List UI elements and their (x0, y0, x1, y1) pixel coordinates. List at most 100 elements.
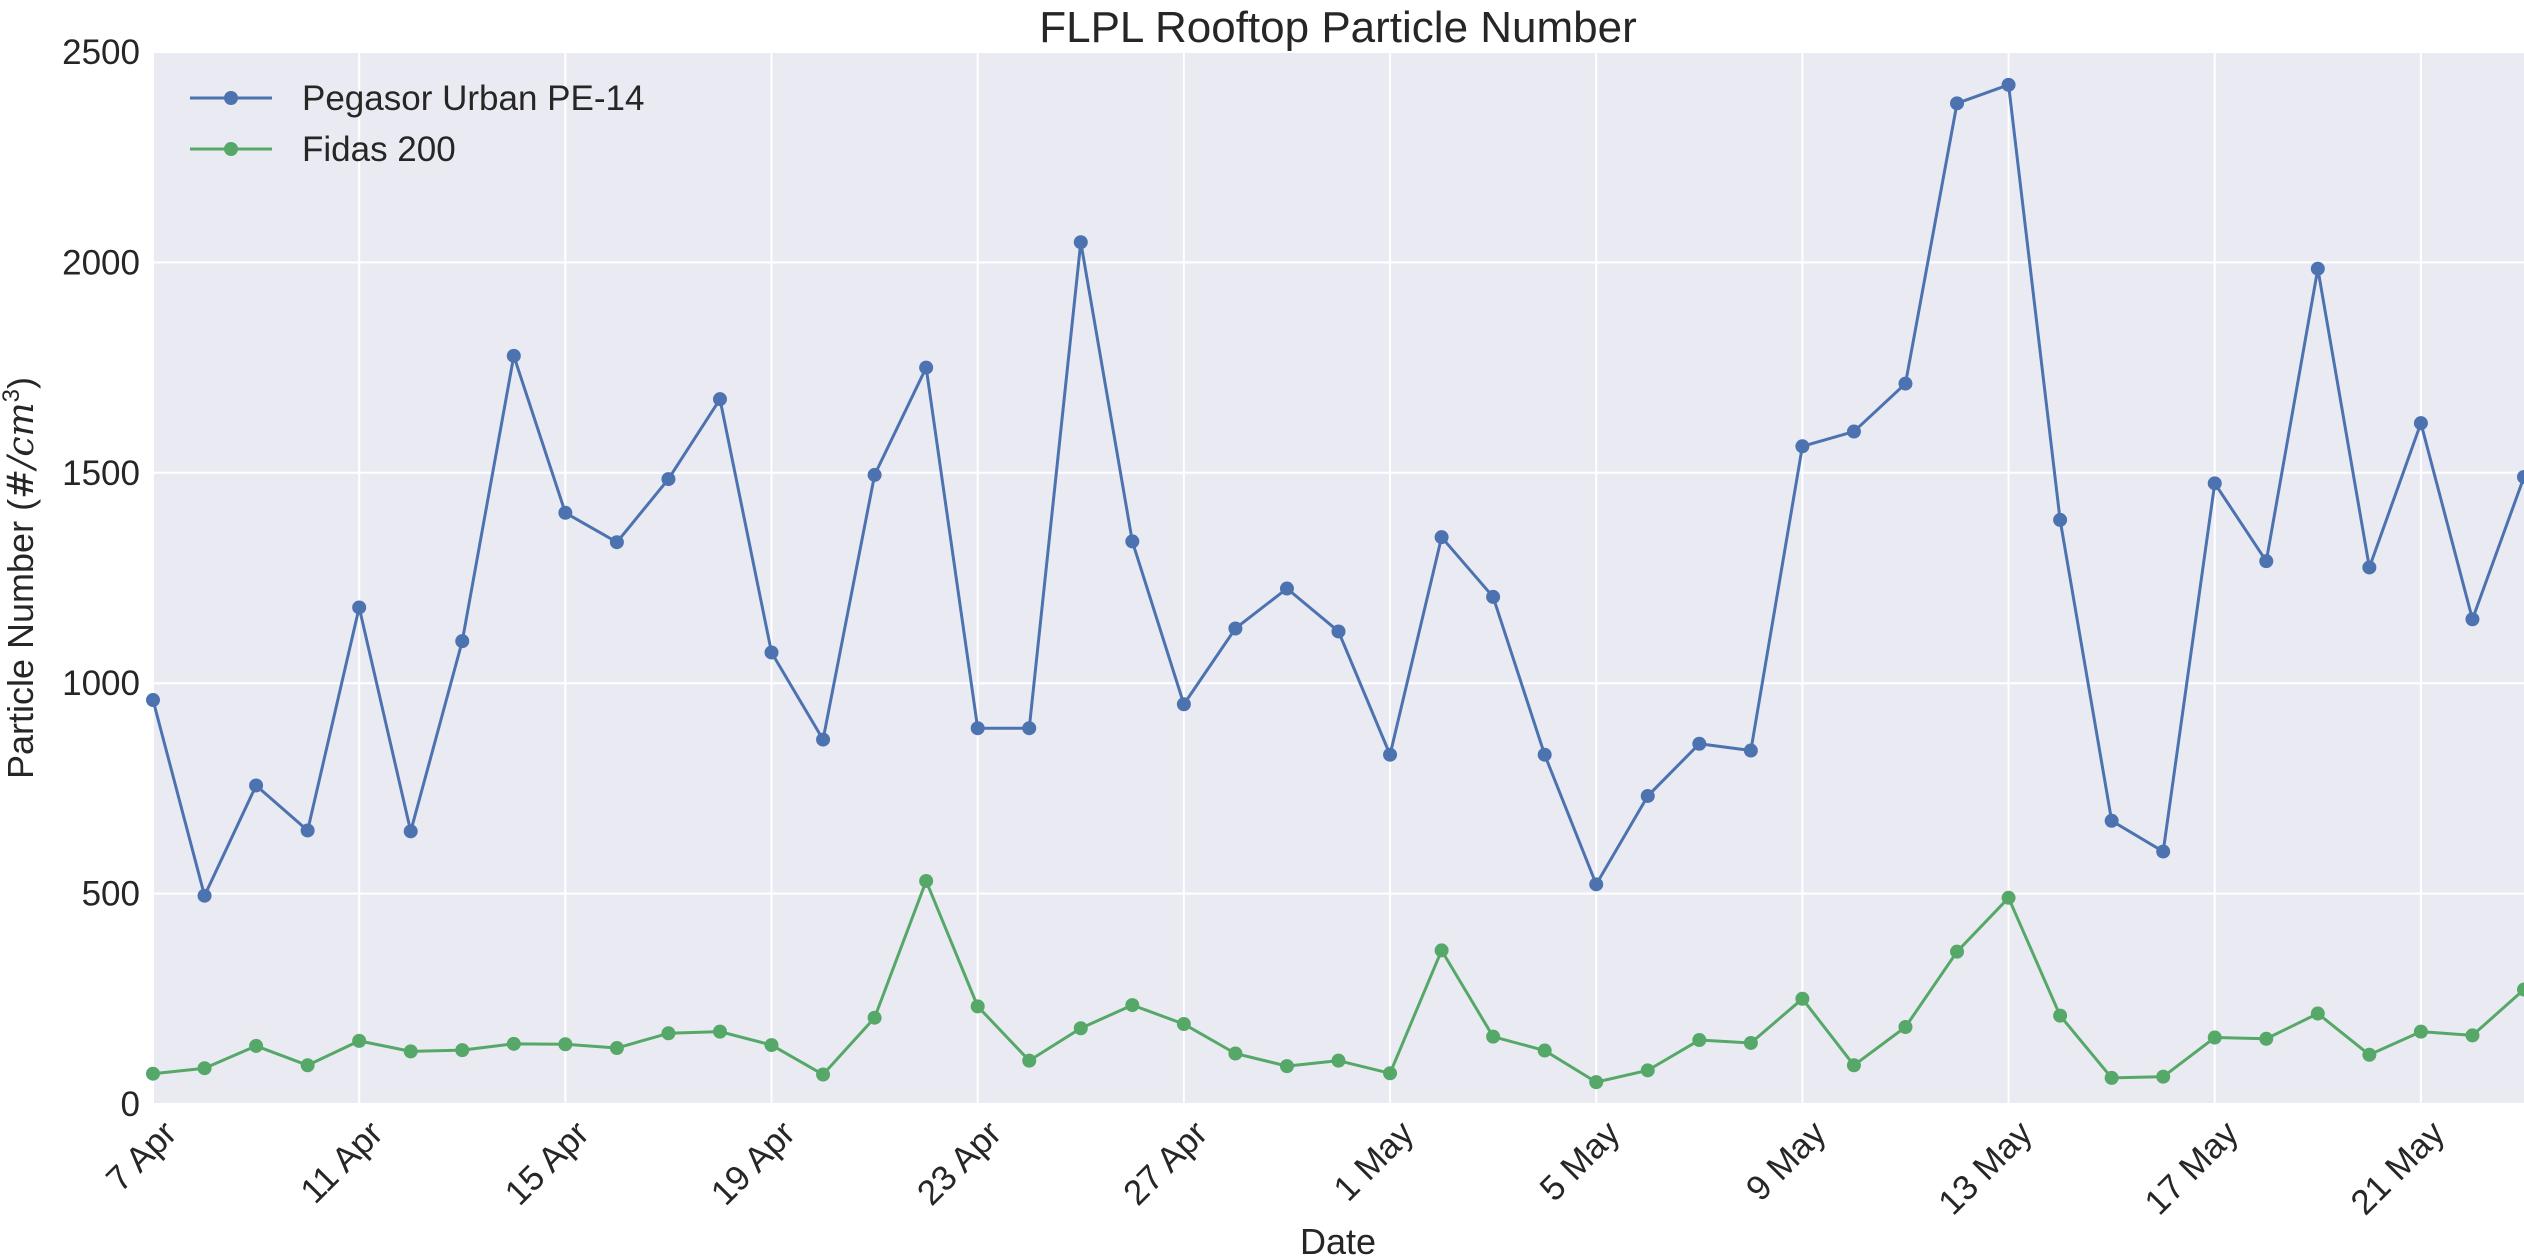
data-point (1228, 621, 1243, 636)
data-point (1846, 424, 1861, 439)
data-point (1228, 1046, 1243, 1061)
data-point (1331, 1053, 1346, 1068)
y-axis-label: Particle Number (#/cm3) (0, 377, 42, 779)
x-tick-label: 17 May (2137, 1113, 2246, 1222)
x-tick-label: 21 May (2343, 1113, 2452, 1222)
data-point (1743, 743, 1758, 758)
data-point (2362, 560, 2377, 575)
data-point (403, 1044, 418, 1059)
x-tick-label: 23 Apr (910, 1113, 1009, 1212)
data-point (2259, 1031, 2274, 1046)
data-point (970, 721, 985, 736)
y-tick-labels: 0 500 1000 1500 2000 2500 (62, 33, 140, 1124)
legend-entry-label: Fidas 200 (302, 130, 456, 169)
data-point (1022, 721, 1037, 736)
data-point (1537, 1043, 1552, 1058)
x-tick-label: 1 May (1326, 1113, 1421, 1208)
legend: Pegasor Urban PE-14 Fidas 200 (190, 79, 644, 169)
data-point (1022, 1053, 1037, 1068)
data-point (2413, 416, 2428, 431)
data-point (2310, 261, 2325, 276)
data-point (2053, 512, 2068, 527)
data-point (506, 1036, 521, 1051)
data-point (558, 1037, 573, 1052)
data-point (2259, 554, 2274, 569)
data-point (1640, 1063, 1655, 1078)
data-point (300, 1058, 315, 1073)
data-point (2104, 1070, 2119, 1085)
legend-swatch-marker (224, 91, 238, 105)
y-tick-label: 2000 (62, 243, 140, 282)
data-point (1434, 530, 1449, 545)
data-point (1125, 998, 1140, 1013)
data-point (352, 600, 367, 615)
data-point (2156, 1069, 2171, 1084)
x-tick-label: 27 Apr (1116, 1113, 1215, 1212)
data-point (2465, 1028, 2480, 1043)
data-point (2465, 612, 2480, 627)
data-point (816, 1067, 831, 1082)
data-point (1331, 624, 1346, 639)
grid-lines (152, 51, 2524, 1105)
data-point (455, 634, 470, 649)
data-point (712, 1024, 727, 1039)
series-layer (146, 77, 2524, 1090)
data-point (506, 348, 521, 363)
data-point (1640, 788, 1655, 803)
data-point (2517, 982, 2524, 997)
data-point (1486, 589, 1501, 604)
data-point (2104, 813, 2119, 828)
data-point (197, 888, 212, 903)
data-point (2156, 844, 2171, 859)
data-point (661, 472, 676, 487)
plot-background (153, 52, 2524, 1104)
data-point (403, 824, 418, 839)
data-point (970, 999, 985, 1014)
y-axis-label-close: ) (0, 377, 41, 389)
data-point (867, 1010, 882, 1025)
data-point (1537, 747, 1552, 762)
data-point (2207, 1030, 2222, 1045)
data-point (1795, 439, 1810, 454)
data-point (2413, 1024, 2428, 1039)
data-point (2001, 890, 2016, 905)
data-point (1486, 1029, 1501, 1044)
data-point (249, 1038, 264, 1053)
data-point (1073, 235, 1088, 250)
data-point (1279, 581, 1294, 596)
chart-title: FLPL Rooftop Particle Number (1039, 3, 1637, 52)
data-point (2517, 470, 2524, 485)
y-tick-label: 1500 (62, 454, 140, 493)
x-tick-label: 19 Apr (704, 1113, 803, 1212)
data-point (352, 1033, 367, 1048)
data-point (816, 732, 831, 747)
data-point (1795, 991, 1810, 1006)
data-point (2001, 77, 2016, 92)
data-point (1383, 747, 1398, 762)
data-point (455, 1043, 470, 1058)
series-1 (146, 873, 2524, 1090)
series-0 (146, 77, 2524, 903)
data-point (661, 1026, 676, 1041)
data-point (1434, 943, 1449, 958)
x-tick-label: 13 May (1931, 1113, 2040, 1222)
data-point (146, 1066, 160, 1081)
data-point (2310, 1006, 2325, 1021)
data-point (1125, 534, 1140, 549)
x-tick-label: 9 May (1739, 1113, 1834, 1208)
data-point (558, 505, 573, 520)
data-point (609, 535, 624, 550)
data-point (1950, 96, 1965, 111)
y-tick-label: 500 (82, 875, 140, 914)
legend-swatch-marker (224, 142, 238, 156)
data-point (1692, 1033, 1707, 1048)
data-point (146, 693, 160, 708)
y-axis-label-sup: 3 (0, 389, 25, 402)
data-point (249, 778, 264, 793)
data-point (197, 1061, 212, 1076)
y-tick-label: 2500 (62, 33, 140, 72)
data-point (609, 1041, 624, 1056)
x-tick-labels: 7 Apr 11 Apr 15 Apr 19 Apr 23 Apr 27 Apr 1 May… (99, 1113, 2453, 1222)
y-tick-label: 1000 (62, 664, 140, 703)
data-point (1589, 877, 1604, 892)
